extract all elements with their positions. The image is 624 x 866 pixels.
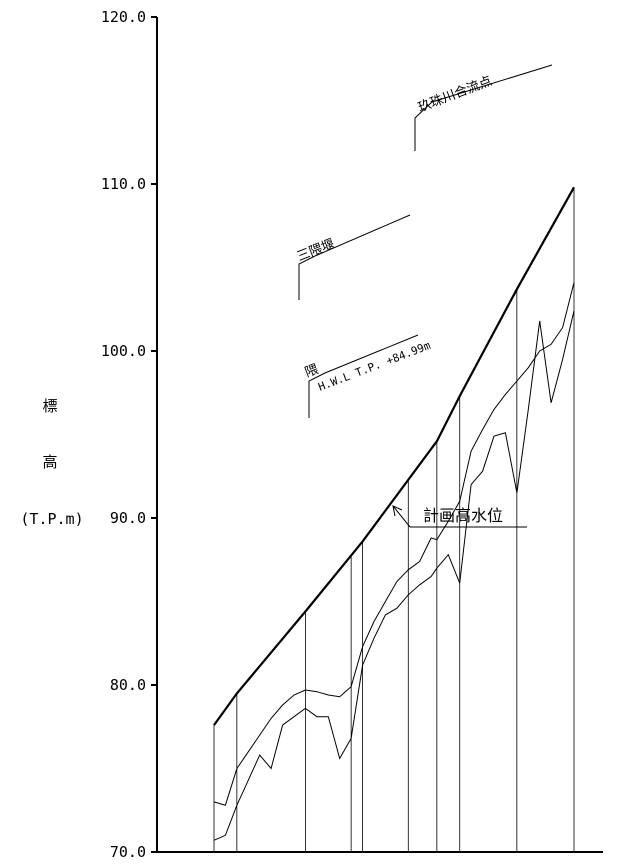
mikuma-weir-label: 三隈堰 — [295, 237, 337, 265]
y-tick-label: 70.0 — [110, 843, 146, 861]
legend-arrowhead — [392, 505, 403, 517]
kusu-confluence-leader — [414, 64, 553, 151]
kuma-label: 隈 — [303, 362, 321, 381]
y-tick-label: 80.0 — [110, 676, 146, 694]
legend-label: 計画高水位 — [423, 506, 503, 525]
kusu-confluence-label: 玖珠川合流点 — [416, 73, 495, 116]
y-label-part: (T.P.m) — [20, 510, 83, 528]
y-label-part: 標 — [42, 397, 57, 415]
series-upper-profile — [213, 282, 575, 806]
section-lines — [213, 187, 575, 852]
y-tick-label: 120.0 — [101, 8, 146, 26]
y-tick-label: 100.0 — [101, 342, 146, 360]
series-lower-profile — [213, 310, 575, 841]
y-tick-label: 90.0 — [110, 509, 146, 527]
y-label-part: 高 — [42, 453, 57, 471]
kuma-hwl-leader — [308, 334, 419, 418]
legend: 計画高水位 — [392, 505, 527, 528]
axes: 70.0 80.0 90.0 100.0 110.0 120.0 — [101, 8, 603, 861]
series-lines — [213, 186, 575, 841]
mikuma-weir-leader — [298, 214, 411, 300]
y-axis-label: 標高 (T.P.m) — [20, 397, 83, 528]
legend-arrow-shaft — [392, 505, 411, 528]
y-tick-label: 110.0 — [101, 175, 146, 193]
series-planned-high-water-level — [213, 186, 575, 726]
kuma-hwl-value: H.W.L T.P. +84.99m — [316, 339, 432, 394]
